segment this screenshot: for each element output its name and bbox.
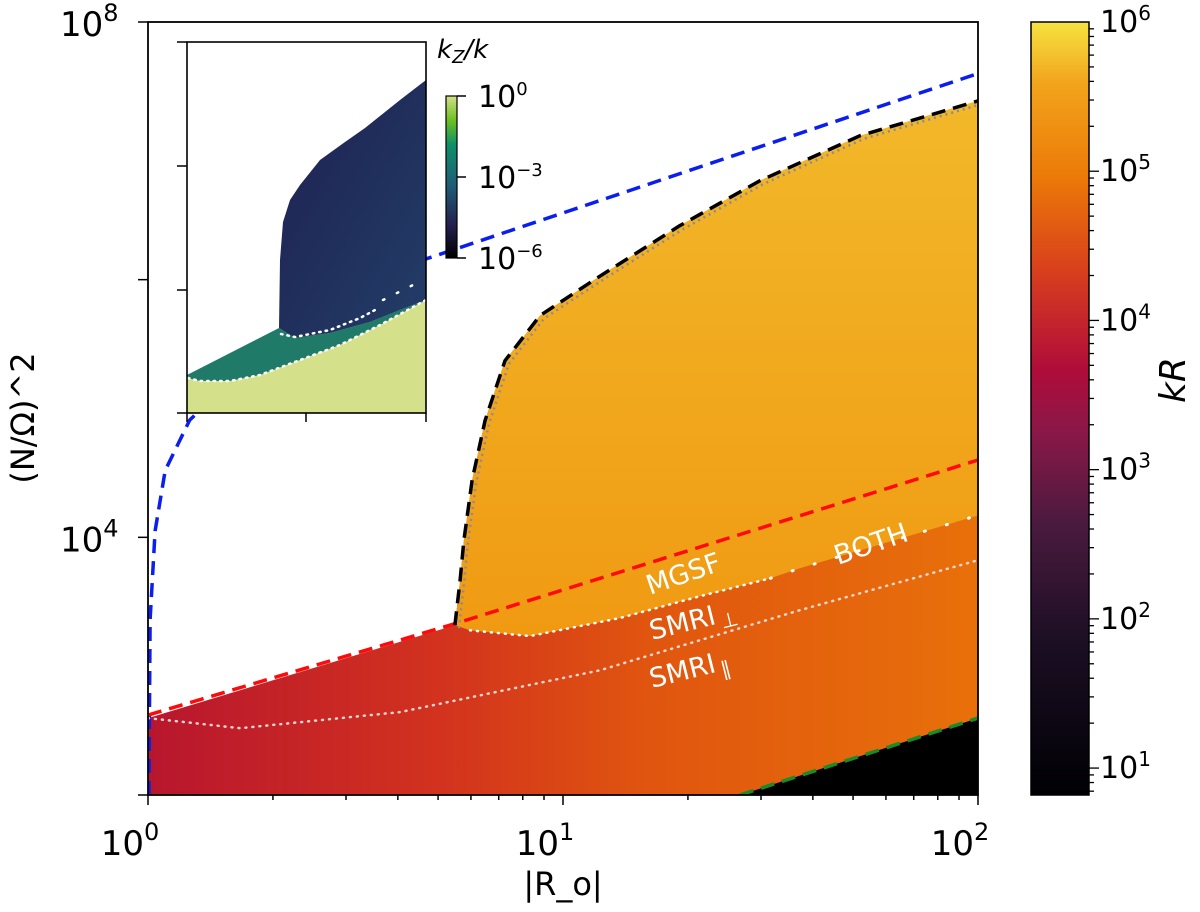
x-axis-label: |R_o| [523,865,602,903]
x-tick-label: 100 [101,818,160,864]
inset-region-mid [187,300,426,381]
axis-ticks [138,21,979,805]
annotation-smri-perp-sub: ⊥ [718,606,741,634]
inset-colorbar-ticks [457,95,466,259]
inset-cb-tick-0: 100 [478,79,528,115]
inset-cb-tick-1: 10−3 [478,160,543,196]
curve-grey-dotted [457,103,978,629]
colorbar-label: kR [1153,357,1194,403]
inset-region-low [279,80,426,338]
colorbar-tick-label: 101 [1100,747,1151,786]
curve-SMRI-parallel-boundary [148,558,978,730]
colorbar-tick-label: 103 [1100,449,1151,488]
colorbar [1030,21,1090,796]
curve-green-dashed [739,716,978,795]
colorbar-tick-label: 105 [1100,150,1151,189]
inset-cb-tick-2: 10−6 [478,241,543,277]
inset-colorbar [445,95,458,259]
x-tick-label: 101 [516,818,575,864]
colorbar-tick-label: 102 [1100,598,1151,637]
inset-boundary-sparse [381,282,417,302]
x-tick-label: 102 [931,818,990,864]
inset-boundary-dotted [186,298,428,383]
y-axis-label: (N/Ω)^2 [4,352,42,483]
inset-region-high [187,300,426,413]
y-tick-label: 104 [60,514,119,560]
inset-plot: 100 10−3 10−6 kZ/k [177,35,543,422]
plot-area [148,71,978,795]
inset-ticks [177,41,427,422]
colorbar-ticks: 101 102 103 104 105 106 [1089,1,1151,792]
curve-SMRI-perp-boundary [468,577,772,638]
y-tick-label: 108 [60,0,119,45]
colorbar-tick-label: 104 [1100,299,1151,338]
colorbar-tick-label: 106 [1100,1,1151,40]
inset-colorbar-label: kZ/k [437,35,489,68]
curve-black-dashed [453,99,978,626]
region-stable-dark [740,718,978,795]
